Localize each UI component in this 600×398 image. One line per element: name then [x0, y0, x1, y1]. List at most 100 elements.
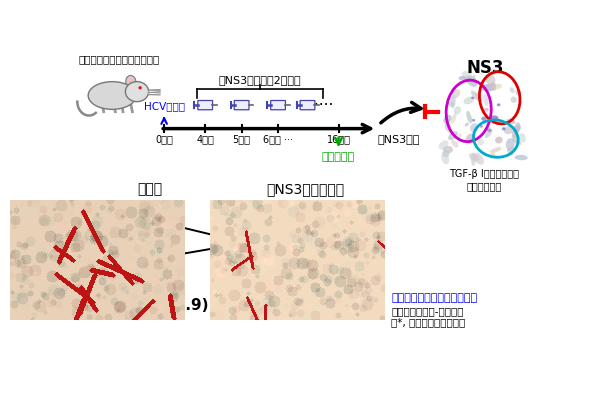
Ellipse shape: [472, 119, 475, 122]
Ellipse shape: [473, 153, 484, 165]
Ellipse shape: [515, 155, 527, 160]
Ellipse shape: [485, 75, 496, 84]
Ellipse shape: [446, 126, 451, 133]
FancyBboxPatch shape: [300, 101, 315, 110]
Ellipse shape: [485, 129, 493, 138]
Ellipse shape: [502, 127, 506, 131]
Text: 中間値（最小値-最大値）: 中間値（最小値-最大値）: [391, 306, 464, 316]
Ellipse shape: [519, 133, 526, 143]
Ellipse shape: [448, 131, 458, 140]
Text: TGF-β I型受容体との
予測結合部位: TGF-β I型受容体との 予測結合部位: [449, 170, 519, 191]
Text: コラーゲン: コラーゲン: [226, 236, 259, 246]
Ellipse shape: [514, 122, 520, 134]
Ellipse shape: [495, 137, 503, 144]
Ellipse shape: [466, 111, 472, 123]
Ellipse shape: [88, 82, 136, 109]
Ellipse shape: [445, 119, 448, 130]
Text: 4週目: 4週目: [196, 134, 214, 144]
Ellipse shape: [491, 68, 496, 75]
Ellipse shape: [458, 76, 466, 80]
FancyBboxPatch shape: [198, 101, 212, 110]
Ellipse shape: [463, 76, 473, 83]
Ellipse shape: [487, 128, 492, 132]
Ellipse shape: [442, 150, 449, 157]
Text: 6週目 ···: 6週目 ···: [263, 134, 293, 144]
Ellipse shape: [480, 125, 483, 128]
Text: 5週目: 5週目: [233, 134, 251, 144]
Text: 肝臓を採取: 肝臓を採取: [322, 152, 355, 162]
Ellipse shape: [463, 97, 475, 104]
Text: 3.1 (1.5-3.5): 3.1 (1.5-3.5): [245, 298, 350, 313]
Text: *: *: [350, 298, 359, 316]
Ellipse shape: [443, 146, 453, 153]
Ellipse shape: [484, 108, 489, 111]
Ellipse shape: [490, 152, 496, 157]
Ellipse shape: [512, 133, 520, 143]
Ellipse shape: [469, 76, 477, 87]
Ellipse shape: [484, 94, 488, 106]
Ellipse shape: [491, 84, 502, 90]
Text: 線維: 線維: [226, 246, 239, 256]
Text: （*, 統計的有意差有り）: （*, 統計的有意差有り）: [391, 317, 466, 327]
Ellipse shape: [471, 97, 474, 99]
Ellipse shape: [506, 138, 515, 151]
Circle shape: [139, 86, 142, 90]
Ellipse shape: [475, 93, 482, 101]
Ellipse shape: [451, 113, 457, 124]
Text: 抗NS3抗体: 抗NS3抗体: [378, 134, 420, 144]
Text: ヒト肝細胞移植キメラマウス: ヒト肝細胞移植キメラマウス: [79, 54, 160, 64]
Ellipse shape: [466, 76, 477, 87]
Ellipse shape: [509, 87, 515, 93]
Ellipse shape: [508, 147, 514, 152]
Ellipse shape: [507, 149, 513, 155]
Text: ·····: ·····: [309, 98, 334, 113]
Ellipse shape: [441, 152, 449, 164]
Ellipse shape: [491, 82, 496, 91]
Text: 抗NS3抗体を週2回投与: 抗NS3抗体を週2回投与: [219, 75, 302, 85]
Ellipse shape: [451, 140, 458, 148]
Ellipse shape: [125, 82, 149, 101]
Text: HCVを接種: HCVを接種: [143, 101, 185, 112]
Ellipse shape: [515, 125, 521, 132]
Ellipse shape: [451, 95, 455, 108]
FancyBboxPatch shape: [234, 101, 249, 110]
Ellipse shape: [466, 134, 475, 144]
Ellipse shape: [478, 139, 484, 145]
Ellipse shape: [443, 115, 452, 123]
Ellipse shape: [473, 74, 476, 84]
Text: 抗NS3抗体投与群: 抗NS3抗体投与群: [266, 182, 344, 196]
Ellipse shape: [470, 138, 475, 142]
Ellipse shape: [482, 84, 495, 92]
Ellipse shape: [481, 117, 487, 121]
Text: NS3: NS3: [467, 59, 505, 77]
Ellipse shape: [497, 103, 500, 106]
Ellipse shape: [515, 90, 521, 96]
Ellipse shape: [492, 116, 499, 123]
Ellipse shape: [439, 140, 448, 150]
Text: 対照群: 対照群: [137, 182, 163, 196]
Text: コラーゲン陽性部位の面積比: コラーゲン陽性部位の面積比: [391, 293, 478, 302]
Ellipse shape: [506, 119, 515, 124]
Ellipse shape: [471, 90, 480, 101]
Ellipse shape: [471, 152, 476, 166]
Ellipse shape: [454, 106, 461, 114]
Ellipse shape: [461, 71, 472, 77]
Ellipse shape: [126, 76, 136, 88]
Ellipse shape: [512, 130, 516, 139]
Ellipse shape: [511, 96, 517, 103]
Ellipse shape: [448, 102, 454, 107]
Ellipse shape: [512, 139, 521, 145]
Ellipse shape: [491, 115, 498, 121]
Circle shape: [148, 91, 150, 94]
Ellipse shape: [490, 147, 502, 153]
Ellipse shape: [452, 89, 460, 98]
Ellipse shape: [469, 153, 479, 161]
Text: 0日目: 0日目: [155, 134, 173, 144]
Ellipse shape: [128, 78, 134, 86]
Ellipse shape: [457, 133, 461, 140]
Ellipse shape: [464, 123, 469, 127]
Text: 16週目: 16週目: [326, 134, 350, 144]
FancyBboxPatch shape: [271, 101, 286, 110]
Text: 4.3 (3.1-12.9): 4.3 (3.1-12.9): [92, 298, 208, 313]
Ellipse shape: [470, 123, 479, 132]
